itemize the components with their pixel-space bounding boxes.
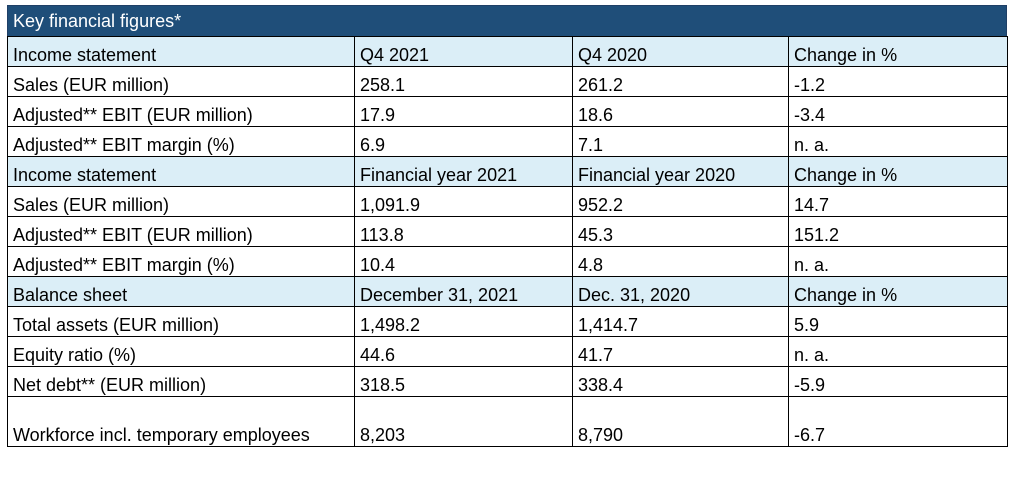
section-header-row: Income statement Q4 2021 Q4 2020 Change … [7,36,1008,67]
section-header-row: Income statement Financial year 2021 Fin… [7,156,1008,187]
table-row: Adjusted** EBIT margin (%) 10.4 4.8 n. a… [7,246,1008,277]
row-label: Workforce incl. temporary employees [7,396,355,447]
table-cell: 1,414.7 [572,306,789,337]
table-cell: 4.8 [572,246,789,277]
row-label: Equity ratio (%) [7,336,355,367]
row-label: Total assets (EUR million) [7,306,355,337]
table-title: Key financial figures* [7,5,1007,36]
table-cell: 952.2 [572,186,789,217]
table-cell: 258.1 [354,66,573,97]
row-label: Sales (EUR million) [7,186,355,217]
header-cell: Change in % [788,156,1008,187]
table-cell: 45.3 [572,216,789,247]
table-cell: 18.6 [572,96,789,127]
row-label: Sales (EUR million) [7,66,355,97]
table-row: Adjusted** EBIT (EUR million) 113.8 45.3… [7,216,1008,247]
table-cell: -3.4 [788,96,1008,127]
table-cell: -6.7 [788,396,1008,447]
table-cell: 318.5 [354,366,573,397]
table-row: Workforce incl. temporary employees 8,20… [7,396,1008,447]
table-cell: 261.2 [572,66,789,97]
table-cell: 17.9 [354,96,573,127]
table-row: Sales (EUR million) 1,091.9 952.2 14.7 [7,186,1008,217]
row-label: Adjusted** EBIT (EUR million) [7,216,355,247]
header-cell: Change in % [788,276,1008,307]
table-cell: 6.9 [354,126,573,157]
header-cell: Dec. 31, 2020 [572,276,789,307]
key-figures-table: Income statement Q4 2021 Q4 2020 Change … [7,36,1008,447]
table-cell: -1.2 [788,66,1008,97]
table-row: Adjusted** EBIT margin (%) 6.9 7.1 n. a. [7,126,1008,157]
table-row: Total assets (EUR million) 1,498.2 1,414… [7,306,1008,337]
table-cell: 8,203 [354,396,573,447]
table-cell: 41.7 [572,336,789,367]
table-cell: 338.4 [572,366,789,397]
header-cell: Income statement [7,156,355,187]
key-figures-table-container: Key financial figures* Income statement … [7,5,1008,447]
table-cell: n. a. [788,336,1008,367]
table-row: Sales (EUR million) 258.1 261.2 -1.2 [7,66,1008,97]
table-cell: n. a. [788,246,1008,277]
header-cell: Change in % [788,36,1008,67]
header-cell: Q4 2021 [354,36,573,67]
table-cell: 5.9 [788,306,1008,337]
table-cell: 44.6 [354,336,573,367]
row-label: Net debt** (EUR million) [7,366,355,397]
table-cell: 1,091.9 [354,186,573,217]
row-label: Adjusted** EBIT margin (%) [7,126,355,157]
table-cell: 10.4 [354,246,573,277]
table-row: Net debt** (EUR million) 318.5 338.4 -5.… [7,366,1008,397]
header-cell: Income statement [7,36,355,67]
table-cell: -5.9 [788,366,1008,397]
table-row: Adjusted** EBIT (EUR million) 17.9 18.6 … [7,96,1008,127]
table-cell: 1,498.2 [354,306,573,337]
table-cell: n. a. [788,126,1008,157]
row-label: Adjusted** EBIT (EUR million) [7,96,355,127]
table-cell: 7.1 [572,126,789,157]
header-cell: Financial year 2021 [354,156,573,187]
header-cell: Q4 2020 [572,36,789,67]
header-cell: Balance sheet [7,276,355,307]
table-row: Equity ratio (%) 44.6 41.7 n. a. [7,336,1008,367]
section-header-row: Balance sheet December 31, 2021 Dec. 31,… [7,276,1008,307]
table-cell: 113.8 [354,216,573,247]
table-cell: 14.7 [788,186,1008,217]
header-cell: Financial year 2020 [572,156,789,187]
header-cell: December 31, 2021 [354,276,573,307]
table-cell: 8,790 [572,396,789,447]
table-cell: 151.2 [788,216,1008,247]
row-label: Adjusted** EBIT margin (%) [7,246,355,277]
